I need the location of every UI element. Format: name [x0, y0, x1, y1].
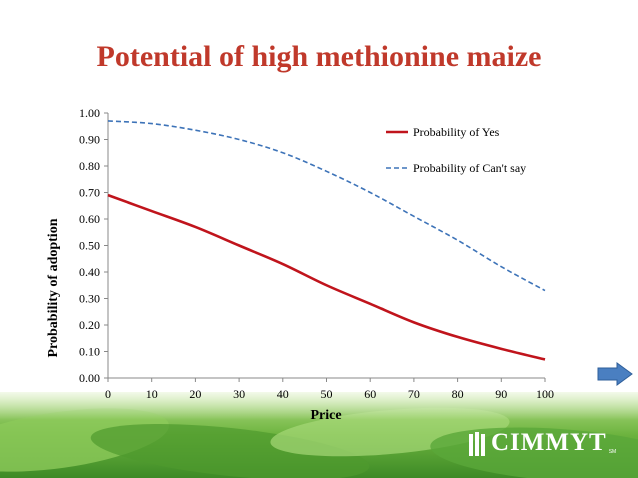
x-tick-label: 90 [495, 387, 507, 401]
y-tick-label: 0.50 [79, 239, 100, 253]
y-tick-label: 0.90 [79, 133, 100, 147]
x-tick-label: 10 [146, 387, 158, 401]
legend-label: Probability of Yes [413, 125, 500, 139]
x-tick-label: 50 [321, 387, 333, 401]
series-line-cant-say [107, 120, 546, 292]
series-lines [107, 120, 546, 361]
right-arrow-icon[interactable] [597, 362, 633, 386]
x-tick-label: 20 [189, 387, 201, 401]
logo-text: CIMMYT [491, 429, 607, 456]
x-tick-label: 70 [408, 387, 420, 401]
x-tick-label: 100 [536, 387, 554, 401]
x-tick-labels: 0 10 20 30 40 50 60 70 80 90 100 [105, 378, 554, 401]
slide-title: Potential of high methionine maize [96, 40, 542, 73]
y-tick-label: 0.30 [79, 292, 100, 306]
logo-mark: SM [608, 449, 617, 455]
legend-label: Probability of Can't say [413, 161, 526, 175]
y-tick-label: 1.00 [79, 106, 100, 120]
x-tick-label: 60 [364, 387, 376, 401]
x-tick-label: 30 [233, 387, 245, 401]
y-tick-label: 0.00 [79, 371, 100, 385]
y-tick-label: 0.80 [79, 159, 100, 173]
chart-legend: Probability of Yes Probability of Can't s… [386, 125, 526, 175]
x-tick-label: 40 [277, 387, 289, 401]
x-axis-label: Price [310, 408, 341, 423]
y-axis-label: Probability of adoption [46, 218, 61, 357]
x-tick-label: 0 [105, 387, 111, 401]
y-tick-labels: 0.00 0.10 0.20 0.30 0.40 0.50 0.60 0.70 0.80 0.90… [79, 106, 108, 385]
y-tick-label: 0.20 [79, 318, 100, 332]
y-tick-label: 0.40 [79, 265, 100, 279]
cimmyt-logo: CIMMYT SM [467, 428, 616, 456]
series-line-yes [107, 193, 546, 361]
footer-leaves [0, 386, 638, 478]
y-tick-label: 0.10 [79, 345, 100, 359]
x-tick-label: 80 [452, 387, 464, 401]
cimmyt-wheat-logo-icon [469, 432, 485, 456]
y-tick-label: 0.70 [79, 186, 100, 200]
y-tick-label: 0.60 [79, 212, 100, 226]
